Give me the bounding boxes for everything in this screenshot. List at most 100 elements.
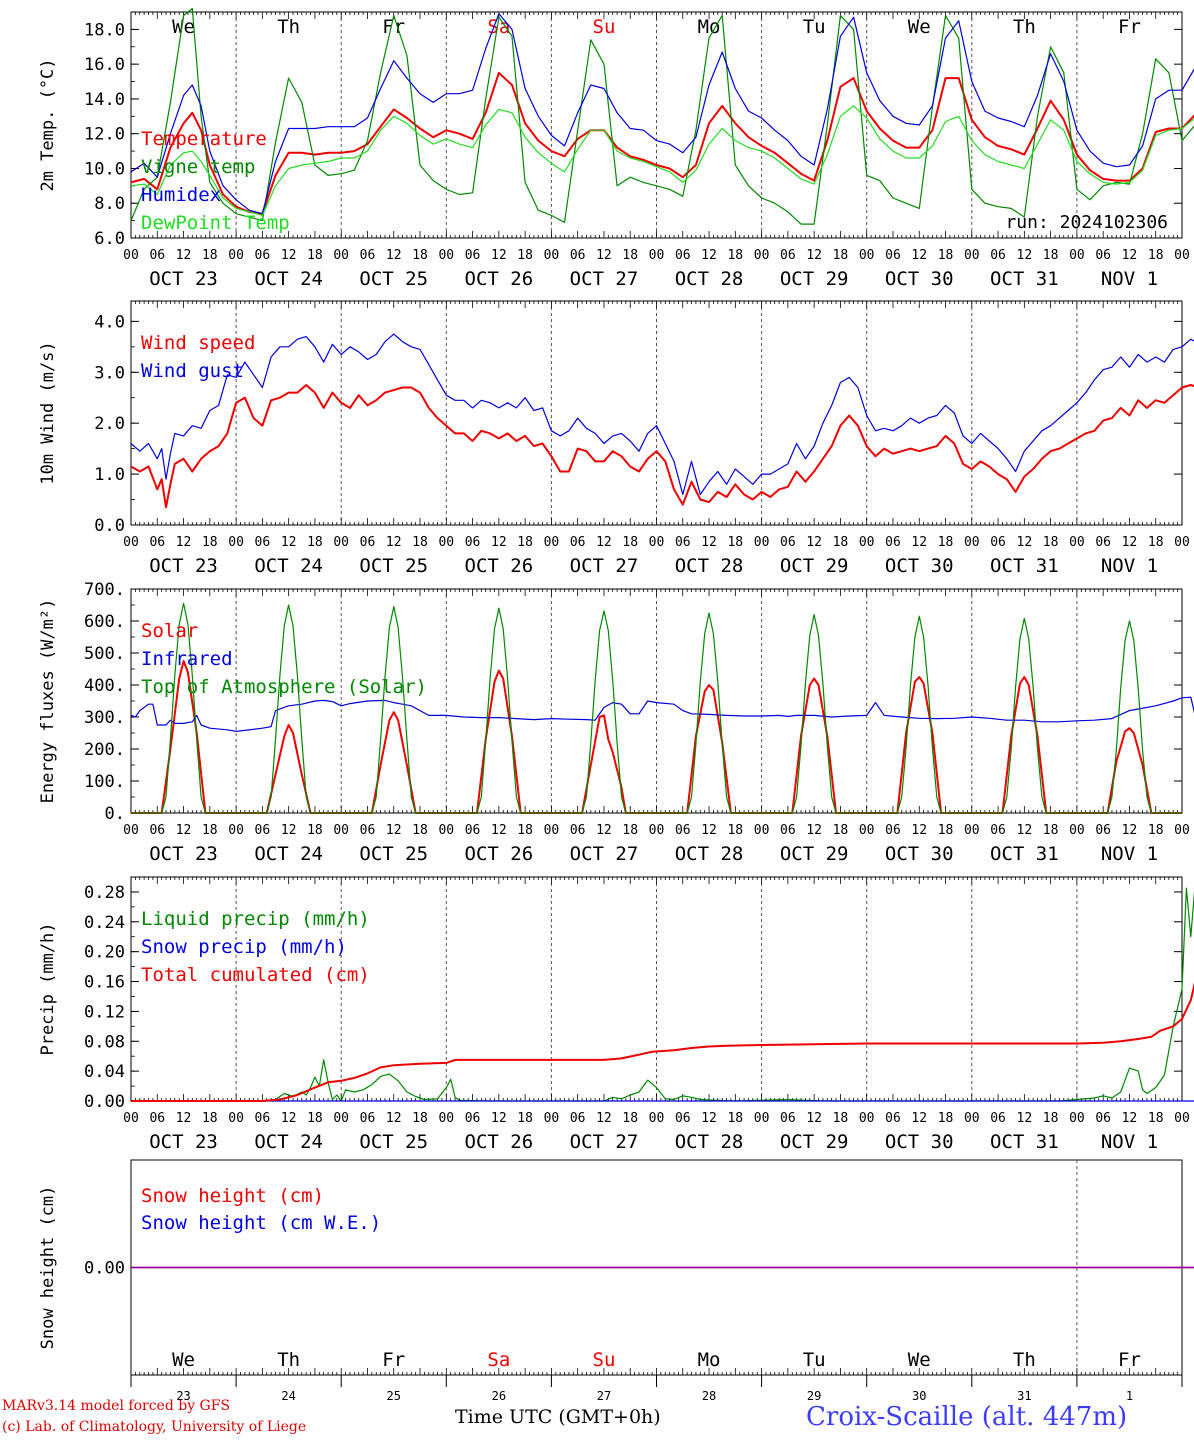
series-line-total-cumulated-cm- (131, 982, 1194, 1102)
hour-tick-label: 18 (938, 823, 954, 838)
date-label: OCT 29 (780, 555, 849, 577)
hour-tick-label: 06 (780, 1111, 796, 1126)
hour-tick-label: 06 (465, 823, 481, 838)
hour-tick-label: 00 (1069, 823, 1085, 838)
y-tick-label: 400. (84, 676, 125, 696)
date-label: OCT 26 (465, 555, 534, 577)
hour-tick-label: 12 (491, 823, 507, 838)
hour-tick-label: 06 (675, 823, 691, 838)
hour-tick-label: 12 (176, 823, 192, 838)
legend-entry: Humidex (141, 184, 221, 206)
hour-tick-label: 06 (885, 535, 901, 550)
y-tick-label: 12.0 (84, 125, 125, 145)
hour-tick-label: 12 (1122, 248, 1138, 263)
hour-tick-label: 00 (649, 248, 665, 263)
day-name: Su (593, 16, 616, 38)
hour-tick-label: 12 (1122, 535, 1138, 550)
hour-tick-label: 06 (465, 1111, 481, 1126)
series-line-wind-speed (130, 384, 1194, 509)
hour-tick-label: 18 (307, 248, 323, 263)
day-name: Fr (382, 1349, 405, 1371)
hour-tick-label: 06 (1095, 248, 1111, 263)
series-line-wind-gust (130, 333, 1194, 496)
date-label: NOV 1 (1101, 268, 1158, 290)
model-credit: MARv3.14 model forced by GFS (2, 1398, 231, 1414)
date-label: OCT 28 (675, 1131, 744, 1153)
y-axis-label: Energy fluxes (W/m²) (38, 599, 58, 804)
hour-tick-label: 12 (701, 823, 717, 838)
day-number: 28 (702, 1389, 716, 1403)
hour-tick-label: 18 (1148, 248, 1164, 263)
hour-tick-label: 18 (727, 823, 743, 838)
hour-tick-label: 06 (465, 248, 481, 263)
hour-tick-label: 12 (1122, 1111, 1138, 1126)
legend-entry: Wind gust (141, 360, 244, 382)
hour-tick-label: 00 (754, 248, 770, 263)
hour-tick-label: 12 (1017, 823, 1033, 838)
y-tick-label: 6.0 (94, 229, 125, 249)
y-axis-label: Snow height (cm) (38, 1186, 58, 1350)
hour-tick-label: 18 (412, 248, 428, 263)
day-name: Su (593, 1349, 616, 1371)
day-number: 31 (1017, 1389, 1031, 1403)
date-label: OCT 26 (465, 268, 534, 290)
hour-tick-label: 00 (123, 823, 139, 838)
hour-tick-label: 12 (281, 1111, 297, 1126)
hour-tick-label: 06 (255, 1111, 271, 1126)
hour-tick-label: 06 (255, 535, 271, 550)
hour-tick-label: 06 (990, 248, 1006, 263)
y-tick-label: 0.00 (84, 1259, 125, 1279)
hour-tick-label: 12 (491, 1111, 507, 1126)
hour-tick-label: 00 (123, 535, 139, 550)
hour-tick-label: 18 (412, 1111, 428, 1126)
hour-tick-label: 18 (517, 248, 533, 263)
day-name: Mo (698, 1349, 721, 1371)
day-name: Sa (487, 16, 510, 38)
day-name: We (908, 16, 931, 38)
y-axis-label: 10m Wind (m/s) (38, 341, 58, 484)
hour-tick-label: 06 (570, 248, 586, 263)
hour-tick-label: 18 (517, 1111, 533, 1126)
hour-tick-label: 06 (675, 1111, 691, 1126)
hour-tick-label: 00 (964, 1111, 980, 1126)
hour-tick-label: 06 (1095, 1111, 1111, 1126)
hour-tick-label: 06 (990, 1111, 1006, 1126)
hour-tick-label: 18 (202, 248, 218, 263)
date-label: OCT 27 (570, 268, 639, 290)
hour-tick-label: 06 (885, 823, 901, 838)
y-tick-label: 0.0 (94, 516, 125, 536)
hour-tick-label: 00 (1174, 535, 1190, 550)
day-number: 24 (281, 1389, 295, 1403)
y-tick-label: 14.0 (84, 90, 125, 110)
y-tick-label: 300. (84, 708, 125, 728)
hour-tick-label: 12 (176, 248, 192, 263)
date-label: OCT 28 (675, 843, 744, 865)
hour-tick-label: 12 (1017, 248, 1033, 263)
hour-tick-label: 12 (806, 1111, 822, 1126)
hour-tick-label: 12 (1122, 823, 1138, 838)
hour-tick-label: 12 (806, 535, 822, 550)
hour-tick-label: 00 (859, 535, 875, 550)
hour-tick-label: 06 (675, 535, 691, 550)
hour-tick-label: 00 (333, 535, 349, 550)
hour-tick-label: 06 (1095, 823, 1111, 838)
date-label: OCT 24 (254, 1131, 323, 1153)
date-label: OCT 30 (885, 843, 954, 865)
date-label: OCT 25 (359, 268, 428, 290)
hour-tick-label: 12 (701, 535, 717, 550)
legend-entry: Temperature (141, 128, 267, 150)
day-name: Fr (382, 16, 405, 38)
hour-tick-label: 00 (228, 535, 244, 550)
date-label: OCT 26 (465, 843, 534, 865)
hour-tick-label: 18 (833, 1111, 849, 1126)
series-line-dewpoint-temp (130, 105, 1194, 216)
hour-tick-label: 18 (307, 823, 323, 838)
hour-tick-label: 06 (255, 248, 271, 263)
hour-tick-label: 12 (176, 1111, 192, 1126)
hour-tick-label: 00 (1174, 823, 1190, 838)
hour-tick-label: 18 (202, 823, 218, 838)
date-label: OCT 24 (254, 843, 323, 865)
hour-tick-label: 06 (780, 535, 796, 550)
hour-tick-label: 00 (1174, 1111, 1190, 1126)
legend-entry: Snow height (cm) (141, 1185, 324, 1207)
